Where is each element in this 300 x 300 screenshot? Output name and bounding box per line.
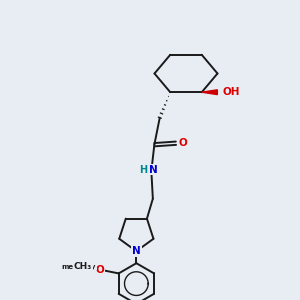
Text: H: H	[139, 165, 147, 175]
Text: O: O	[178, 138, 187, 148]
Text: CH₃: CH₃	[74, 262, 92, 271]
Text: O: O	[96, 265, 104, 275]
Text: N: N	[132, 246, 141, 256]
Text: methoxy: methoxy	[62, 264, 96, 270]
Text: N: N	[149, 165, 158, 175]
Polygon shape	[202, 90, 218, 94]
Text: OH: OH	[222, 87, 240, 97]
